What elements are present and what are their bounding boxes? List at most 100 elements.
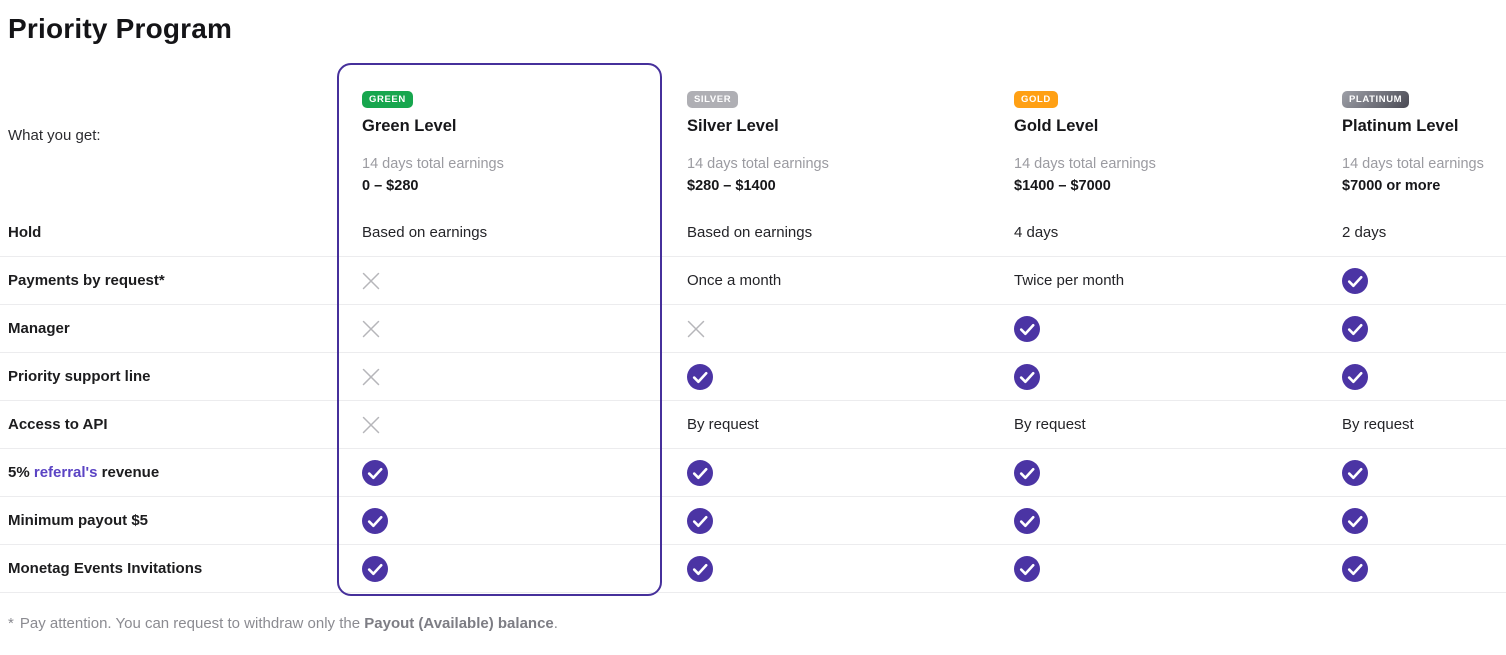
check-icon — [362, 508, 388, 534]
feature-cell — [1317, 268, 1506, 294]
table-row: Access to APIBy requestBy requestBy requ… — [0, 401, 1506, 449]
feature-cell — [1317, 364, 1506, 390]
tier-name-platinum: Platinum Level — [1342, 117, 1458, 136]
feature-cell — [662, 320, 989, 338]
feature-cell: By request — [989, 416, 1317, 433]
feature-cell: By request — [1317, 416, 1506, 433]
check-icon — [1014, 316, 1040, 342]
check-icon — [1014, 364, 1040, 390]
check-icon — [687, 508, 713, 534]
page-title: Priority Program — [8, 13, 1506, 45]
feature-cell — [1317, 460, 1506, 486]
tier-earnings-label-platinum: 14 days total earnings — [1342, 156, 1484, 172]
check-icon — [687, 556, 713, 582]
feature-cell: By request — [662, 416, 989, 433]
feature-cell: Based on earnings — [662, 224, 989, 241]
feature-cell — [989, 556, 1317, 582]
check-icon — [1342, 460, 1368, 486]
check-icon — [1342, 316, 1368, 342]
feature-cell — [662, 460, 989, 486]
row-label: Minimum payout $5 — [0, 512, 337, 529]
tier-earnings-label-gold: 14 days total earnings — [1014, 156, 1156, 172]
table-row: Priority support line — [0, 353, 1506, 401]
footnote-text: Pay attention. You can request to withdr… — [20, 615, 364, 632]
tier-badge-green: GREEN — [362, 91, 413, 108]
footnote-bold-text: Payout (Available) balance — [364, 615, 554, 632]
referrals-link[interactable]: referral's — [34, 464, 98, 481]
tier-earnings-label-silver: 14 days total earnings — [687, 156, 829, 172]
check-icon — [362, 460, 388, 486]
tier-name-silver: Silver Level — [687, 117, 779, 136]
table-row: HoldBased on earningsBased on earnings4 … — [0, 209, 1506, 257]
tier-header-green: GREEN Green Level 14 days total earnings… — [337, 63, 662, 194]
tier-earnings-range-silver: $280 – $1400 — [687, 178, 776, 194]
tier-earnings-label-green: 14 days total earnings — [362, 156, 504, 172]
tier-header-silver: SILVER Silver Level 14 days total earnin… — [662, 63, 989, 194]
footnote-period: . — [554, 615, 558, 632]
tier-earnings-range-green: 0 – $280 — [362, 178, 418, 194]
feature-cell: 2 days — [1317, 224, 1506, 241]
feature-cell — [337, 508, 662, 534]
row-label-suffix: revenue — [97, 464, 159, 481]
check-icon — [1342, 364, 1368, 390]
table-row: 5% referral's revenue — [0, 449, 1506, 497]
table-row: Minimum payout $5 — [0, 497, 1506, 545]
table-row: Payments by request* Once a monthTwice pe… — [0, 257, 1506, 305]
feature-cell — [662, 364, 989, 390]
tier-name-green: Green Level — [362, 117, 456, 136]
check-icon — [1014, 556, 1040, 582]
feature-cell — [989, 364, 1317, 390]
priority-program-table: What you get: GREEN Green Level 14 days … — [0, 63, 1506, 593]
feature-cell — [337, 416, 662, 434]
table-body: HoldBased on earningsBased on earnings4 … — [0, 209, 1506, 593]
check-icon — [1342, 508, 1368, 534]
cross-icon — [362, 272, 380, 290]
feature-cell — [337, 556, 662, 582]
table-row: Monetag Events Invitations — [0, 545, 1506, 593]
row-label: Manager — [0, 320, 337, 337]
row-label: Monetag Events Invitations — [0, 560, 337, 577]
whats-you-get-label: What you get: — [0, 63, 337, 144]
check-icon — [362, 556, 388, 582]
feature-cell: Once a month — [662, 272, 989, 289]
feature-cell — [662, 508, 989, 534]
feature-cell — [337, 368, 662, 386]
table-header-row: What you get: GREEN Green Level 14 days … — [0, 63, 1506, 209]
tier-header-platinum: PLATINUM Platinum Level 14 days total ea… — [1317, 63, 1506, 194]
tier-badge-platinum: PLATINUM — [1342, 91, 1409, 108]
feature-cell: 4 days — [989, 224, 1317, 241]
check-icon — [687, 364, 713, 390]
row-label: Access to API — [0, 416, 337, 433]
row-label: Payments by request* — [0, 272, 337, 289]
feature-cell — [1317, 508, 1506, 534]
cross-icon — [687, 320, 705, 338]
tier-header-gold: GOLD Gold Level 14 days total earnings $… — [989, 63, 1317, 194]
feature-cell — [337, 320, 662, 338]
check-icon — [1342, 268, 1368, 294]
check-icon — [687, 460, 713, 486]
check-icon — [1014, 460, 1040, 486]
tier-earnings-range-platinum: $7000 or more — [1342, 178, 1440, 194]
check-icon — [1014, 508, 1040, 534]
tier-badge-silver: SILVER — [687, 91, 738, 108]
tier-earnings-range-gold: $1400 – $7000 — [1014, 178, 1111, 194]
feature-cell: Twice per month — [989, 272, 1317, 289]
feature-cell: Based on earnings — [337, 224, 662, 241]
feature-cell — [337, 272, 662, 290]
tier-name-gold: Gold Level — [1014, 117, 1098, 136]
feature-cell — [989, 316, 1317, 342]
feature-cell — [1317, 556, 1506, 582]
row-label: Hold — [0, 224, 337, 241]
cross-icon — [362, 368, 380, 386]
row-label: 5% referral's revenue — [0, 464, 337, 481]
feature-cell — [662, 556, 989, 582]
cross-icon — [362, 416, 380, 434]
feature-cell — [1317, 316, 1506, 342]
footnote: *Pay attention. You can request to withd… — [8, 615, 1506, 632]
tier-badge-gold: GOLD — [1014, 91, 1058, 108]
row-label-prefix: 5% — [8, 464, 34, 481]
row-label: Priority support line — [0, 368, 337, 385]
cross-icon — [362, 320, 380, 338]
table-row: Manager — [0, 305, 1506, 353]
feature-cell — [337, 460, 662, 486]
